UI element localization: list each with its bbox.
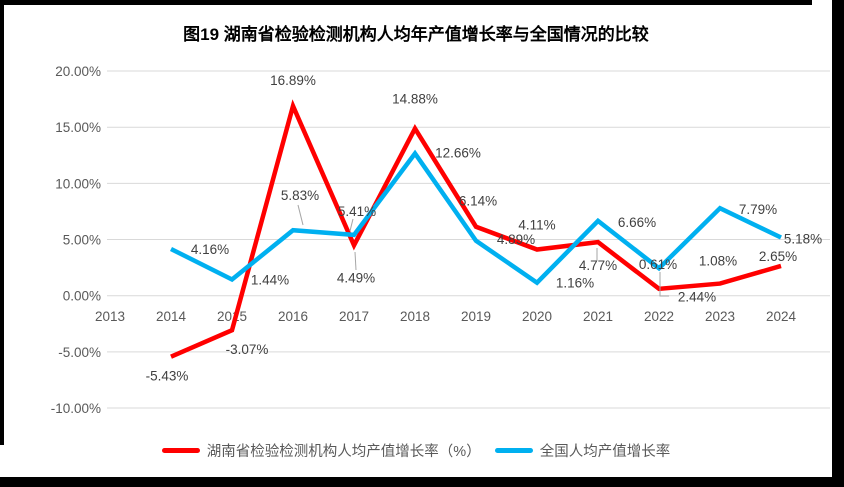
data-label-hunan: 0.61% — [639, 257, 677, 272]
chart-title: 图19 湖南省检验检测机构人均年产值增长率与全国情况的比较 — [183, 25, 649, 44]
figure-border-left — [0, 0, 4, 445]
data-label-hunan: 14.88% — [392, 92, 438, 107]
data-label-national: 4.16% — [191, 242, 229, 257]
legend-swatch-hunan-line — [161, 448, 200, 453]
leader-line — [354, 251, 357, 271]
data-label-national: 1.16% — [556, 276, 594, 291]
leader-line — [659, 272, 669, 297]
data-label-hunan: -5.43% — [146, 369, 189, 384]
data-label-national: 7.79% — [739, 202, 777, 217]
legend-swatch-national-line — [494, 448, 533, 453]
data-label-national: 5.41% — [338, 204, 376, 219]
x-tick-label: 2017 — [339, 309, 369, 324]
y-tick-label: -10.00% — [51, 401, 101, 416]
x-tick-label: 2024 — [766, 309, 797, 324]
y-tick-label: 20.00% — [55, 64, 101, 79]
legend: 湖南省检验检测机构人均产值增长率（%） 全国人均产值增长率 — [0, 440, 832, 461]
legend-item-national: 全国人均产值增长率 — [494, 440, 671, 461]
data-label-hunan: 1.08% — [699, 254, 737, 269]
data-label-hunan: -3.07% — [226, 342, 269, 357]
legend-label-hunan: 湖南省检验检测机构人均产值增长率（%） — [206, 444, 481, 460]
x-tick-label: 2014 — [156, 309, 187, 324]
figure-border-top — [0, 0, 812, 5]
data-label-hunan: 16.89% — [270, 73, 316, 88]
x-tick-label: 2023 — [705, 309, 735, 324]
data-label-national: 6.66% — [618, 215, 656, 230]
x-tick-label: 2015 — [217, 309, 247, 324]
x-tick-label: 2019 — [461, 309, 491, 324]
x-tick-label: 2016 — [278, 309, 308, 324]
x-tick-label: 2020 — [522, 309, 552, 324]
chart-surface — [0, 0, 832, 477]
data-label-hunan: 4.77% — [579, 258, 617, 273]
data-label-hunan: 4.11% — [518, 218, 555, 233]
y-tick-label: 5.00% — [63, 233, 101, 248]
data-label-hunan: 6.14% — [459, 194, 497, 209]
y-tick-label: 0.00% — [63, 289, 101, 304]
data-label-national: 5.83% — [281, 188, 319, 203]
data-label-hunan: 4.49% — [337, 270, 375, 285]
leader-line — [349, 218, 354, 232]
series-line-national — [169, 149, 782, 286]
data-label-hunan: 2.65% — [759, 249, 797, 264]
x-tick-label: 2013 — [95, 309, 125, 324]
data-label-national: 4.89% — [497, 232, 535, 247]
x-tick-label: 2021 — [583, 309, 613, 324]
leader-line — [297, 204, 304, 226]
data-label-national: 5.18% — [784, 232, 822, 247]
legend-item-hunan: 湖南省检验检测机构人均产值增长率（%） — [161, 440, 481, 461]
data-label-national: 1.44% — [251, 273, 289, 288]
y-tick-label: 15.00% — [55, 120, 101, 135]
y-tick-label: 10.00% — [55, 176, 101, 191]
x-tick-label: 2018 — [400, 309, 430, 324]
y-tick-label: -5.00% — [58, 345, 101, 360]
series-line-hunan — [170, 99, 782, 359]
legend-label-national: 全国人均产值增长率 — [539, 444, 671, 460]
data-label-national: 12.66% — [435, 145, 481, 160]
x-tick-label: 2022 — [644, 309, 674, 324]
data-label-national: 2.44% — [678, 289, 716, 304]
